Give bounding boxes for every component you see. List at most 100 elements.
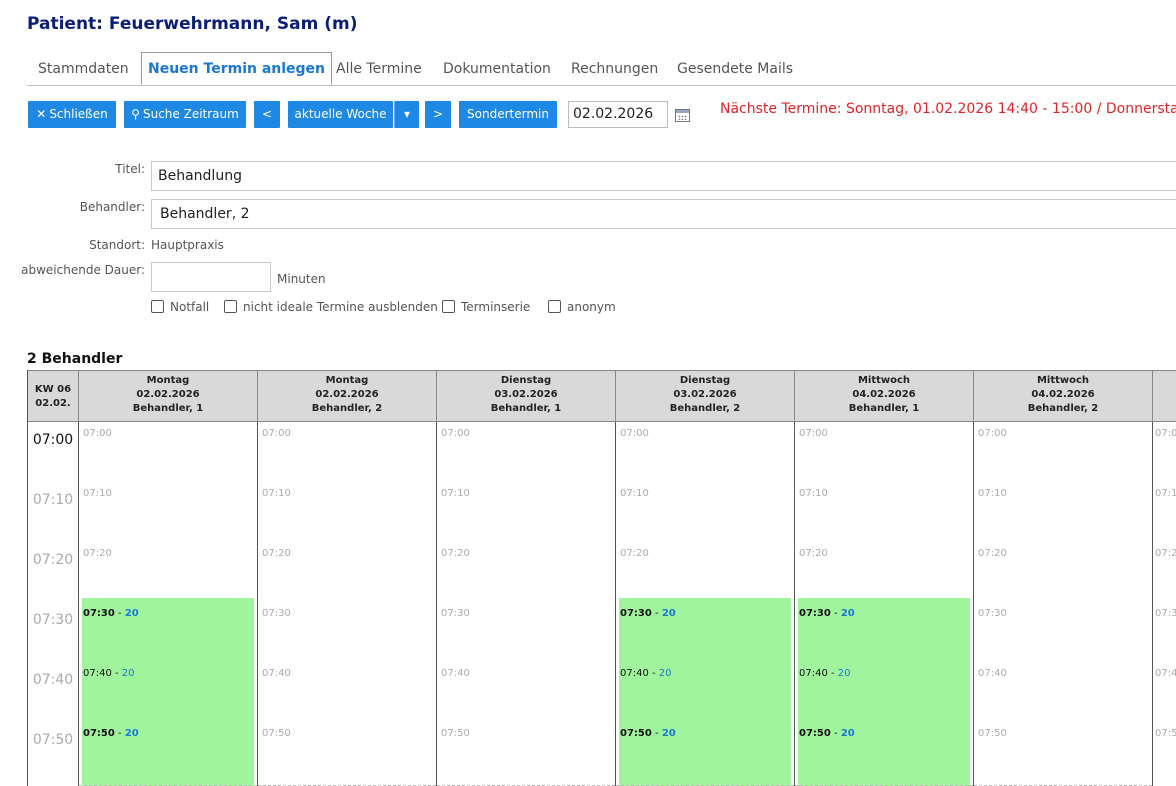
time-slot-partial[interactable]: 07:5: [1155, 728, 1176, 739]
anonym-checkbox[interactable]: anonym: [548, 300, 616, 316]
time-slot[interactable]: 07:00: [262, 428, 291, 439]
slot-time: 07:00: [262, 428, 291, 439]
slot-duration: 20: [661, 608, 676, 619]
free-slot[interactable]: 07:50 - 20: [83, 728, 139, 739]
dauer-input[interactable]: [151, 262, 271, 292]
day-column: 07:00 07:10 07:20 07:30 07:40 07:50: [973, 422, 1152, 786]
close-button[interactable]: ✕ Schließen: [28, 101, 116, 128]
tab-stammdaten[interactable]: Stammdaten: [38, 61, 129, 77]
time-slot[interactable]: 07:10: [799, 488, 828, 499]
time-slot-partial[interactable]: 07:3: [1155, 608, 1176, 619]
slot-time: 07:40: [441, 668, 470, 679]
time-slot[interactable]: 07:10: [262, 488, 291, 499]
slot-separator: -: [648, 668, 659, 679]
header-behandler: Behandler, 2: [311, 403, 383, 414]
checkbox-box[interactable]: [151, 300, 164, 313]
dauer-label: abweichende Dauer:: [21, 263, 145, 277]
free-slot[interactable]: 07:40 - 20: [620, 668, 672, 679]
checkbox-box[interactable]: [442, 300, 455, 313]
time-slot[interactable]: 07:20: [441, 548, 470, 559]
time-slot-partial[interactable]: 07:1: [1155, 488, 1176, 499]
time-slot[interactable]: 07:50: [441, 728, 470, 739]
titel-label: Titel:: [115, 162, 145, 176]
free-slot-block[interactable]: [82, 598, 254, 786]
kw-label: KW 06: [34, 384, 72, 395]
tab-rechnungen[interactable]: Rechnungen: [571, 61, 659, 77]
calendar-icon[interactable]: [675, 109, 690, 122]
time-slot[interactable]: 07:00: [620, 428, 649, 439]
next-week-button[interactable]: >: [425, 101, 451, 128]
time-slot[interactable]: 07:20: [620, 548, 649, 559]
slot-time: 07:50: [978, 728, 1007, 739]
time-slot[interactable]: 07:20: [978, 548, 1007, 559]
free-slot[interactable]: 07:50 - 20: [799, 728, 855, 739]
slot-separator: -: [651, 728, 662, 739]
hide-nonideal-checkbox[interactable]: nicht ideale Termine ausblenden: [224, 300, 438, 316]
free-slot[interactable]: 07:40 - 20: [83, 668, 135, 679]
time-slot[interactable]: 07:10: [978, 488, 1007, 499]
slot-duration: 20: [837, 668, 851, 679]
time-slot[interactable]: 07:00: [83, 428, 112, 439]
checkbox-box[interactable]: [224, 300, 237, 313]
behandler-field[interactable]: Behandler, 2: [151, 199, 1176, 229]
time-slot[interactable]: 07:30: [262, 608, 291, 619]
slot-time: 07:10: [262, 488, 291, 499]
slot-time: 07:10: [978, 488, 1007, 499]
special-appointment-button[interactable]: Sondertermin: [459, 101, 557, 128]
time-slot[interactable]: 07:00: [441, 428, 470, 439]
header-behandler: Behandler, 2: [669, 403, 741, 414]
free-slot[interactable]: 07:50 - 20: [620, 728, 676, 739]
tab-neuen-termin-anlegen[interactable]: Neuen Termin anlegen: [141, 52, 333, 85]
slot-duration: 20: [124, 608, 139, 619]
tab-gesendete-mails[interactable]: Gesendete Mails: [677, 61, 794, 77]
time-slot[interactable]: 07:40: [978, 668, 1007, 679]
header-day: Montag: [146, 375, 190, 386]
search-period-button[interactable]: ⚲ Suche Zeitraum: [124, 101, 246, 128]
time-slot[interactable]: 07:10: [620, 488, 649, 499]
slot-separator: -: [114, 728, 125, 739]
time-slot[interactable]: 07:20: [262, 548, 291, 559]
free-slot[interactable]: 07:30 - 20: [83, 608, 139, 619]
time-slot[interactable]: 07:10: [441, 488, 470, 499]
time-slot[interactable]: 07:30: [441, 608, 470, 619]
day-column-header: Mittwoch 04.02.2026 Behandler, 1: [794, 370, 973, 422]
time-slot-partial[interactable]: 07:2: [1155, 548, 1176, 559]
header-date: 03.02.2026: [673, 389, 737, 400]
time-slot-partial[interactable]: 07:0: [1155, 428, 1176, 439]
titel-field[interactable]: Behandlung: [151, 161, 1176, 191]
terminserie-checkbox[interactable]: Terminserie: [442, 300, 530, 316]
checkbox-box[interactable]: [548, 300, 561, 313]
slot-time: 07:10: [83, 488, 112, 499]
time-slot[interactable]: 07:50: [978, 728, 1007, 739]
date-input[interactable]: 02.02.2026: [568, 101, 668, 128]
tab-dokumentation[interactable]: Dokumentation: [443, 61, 551, 77]
notfall-checkbox[interactable]: Notfall: [151, 300, 209, 316]
time-slot[interactable]: 07:20: [83, 548, 112, 559]
free-slot-block[interactable]: [619, 598, 791, 786]
time-slot[interactable]: 07:00: [978, 428, 1007, 439]
day-column-header-partial: [1152, 370, 1176, 422]
day-column-header: Montag 02.02.2026 Behandler, 1: [78, 370, 257, 422]
free-slot-block[interactable]: [798, 598, 970, 786]
time-slot[interactable]: 07:40: [262, 668, 291, 679]
checkbox-label: anonym: [567, 300, 616, 314]
header-day: Dienstag: [500, 375, 552, 386]
free-slot[interactable]: 07:30 - 20: [799, 608, 855, 619]
search-period-button-label: Suche Zeitraum: [142, 107, 239, 121]
time-slot[interactable]: 07:40: [441, 668, 470, 679]
previous-week-button[interactable]: <: [254, 101, 280, 128]
time-slot[interactable]: 07:10: [83, 488, 112, 499]
week-dropdown-button[interactable]: ▾: [394, 101, 419, 128]
free-slot[interactable]: 07:40 - 20: [799, 668, 851, 679]
free-slot[interactable]: 07:30 - 20: [620, 608, 676, 619]
time-slot[interactable]: 07:00: [799, 428, 828, 439]
time-slot[interactable]: 07:30: [978, 608, 1007, 619]
time-slot-partial[interactable]: 07:4: [1155, 668, 1176, 679]
slot-time: 07:50: [441, 728, 470, 739]
tab-alle-termine[interactable]: Alle Termine: [336, 61, 422, 77]
time-slot[interactable]: 07:50: [262, 728, 291, 739]
current-week-button[interactable]: aktuelle Woche: [288, 101, 393, 128]
time-slot[interactable]: 07:20: [799, 548, 828, 559]
page-title: Patient: Feuerwehrmann, Sam (m): [27, 14, 358, 34]
time-label: 07:30: [32, 612, 74, 628]
